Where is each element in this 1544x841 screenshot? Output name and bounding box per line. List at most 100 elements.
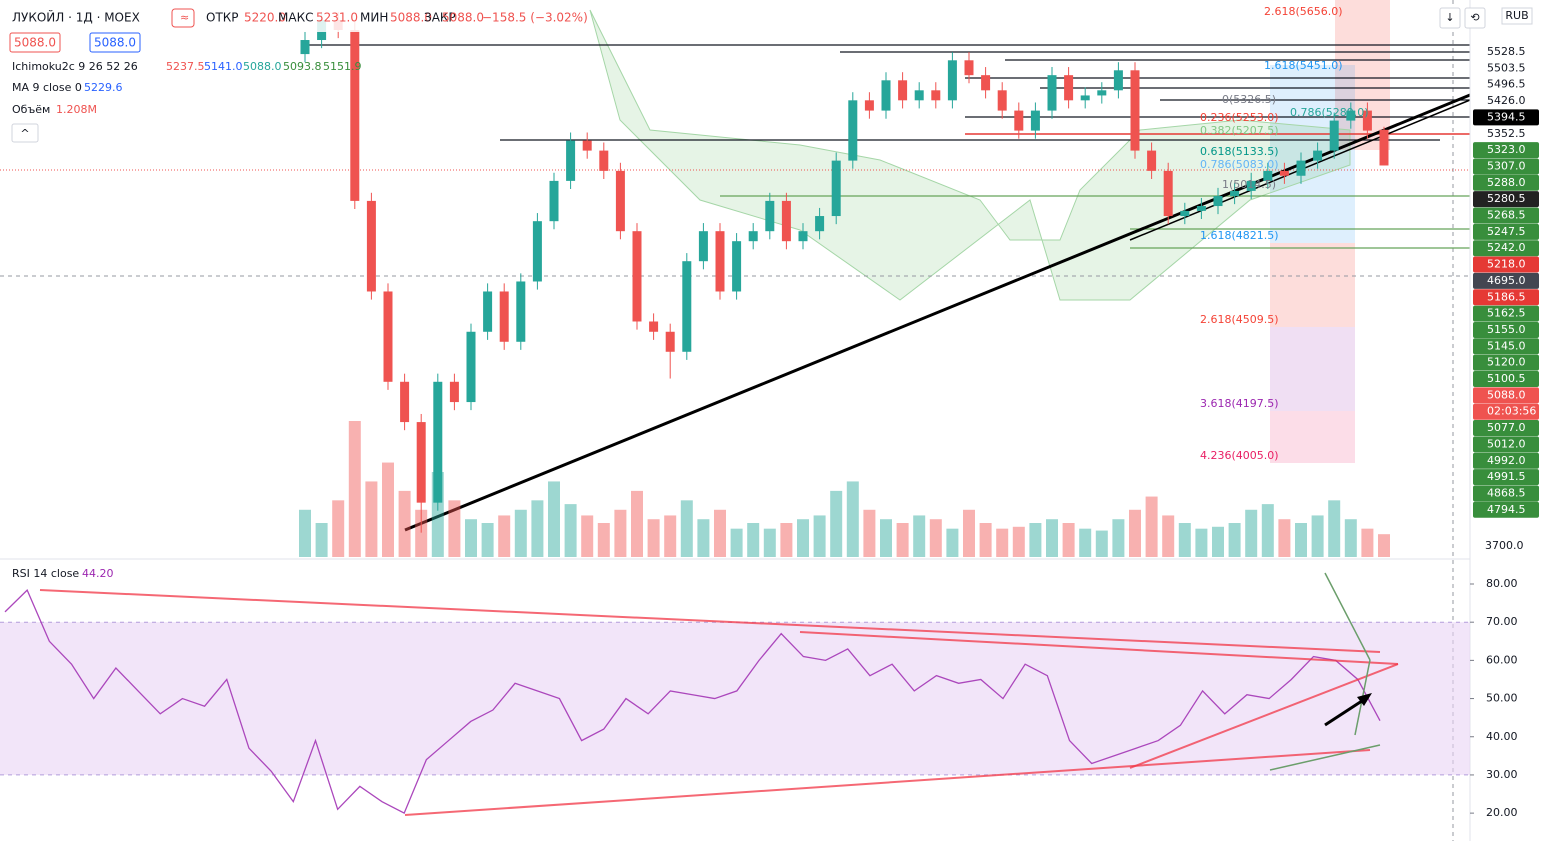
indicator-value: 5151.9 — [323, 60, 362, 73]
volume-bar — [1046, 519, 1058, 557]
reset-button[interactable] — [1464, 7, 1486, 29]
trendline — [1324, 572, 1371, 661]
indicator-name[interactable]: MA 9 close 0 — [12, 81, 82, 94]
close: 5088.0 — [442, 11, 484, 25]
volume-bar — [780, 523, 793, 557]
high-label: МАКС — [278, 11, 313, 25]
candle-body — [881, 80, 891, 111]
price-label: 5100.5 — [1487, 372, 1526, 385]
candle-body — [914, 90, 924, 101]
candle-body — [449, 381, 459, 403]
price-label: 5218.0 — [1487, 258, 1526, 271]
volume-bar — [913, 515, 926, 557]
indicator-value: 5088.0 — [243, 60, 282, 73]
price-label-bg — [1473, 76, 1539, 93]
volume-bar — [498, 515, 511, 557]
candle-body — [466, 331, 476, 403]
candle-body — [1147, 150, 1157, 171]
volume-bar — [348, 421, 361, 557]
price-label: 5503.5 — [1487, 61, 1526, 74]
candle-body — [1080, 95, 1090, 101]
y-tick-label: 60.00 — [1486, 653, 1518, 666]
price-label-bg — [1473, 256, 1539, 273]
fib-label: 2.618(5656.0) — [1264, 5, 1343, 18]
volume-bar — [714, 509, 726, 557]
volume-bar — [1245, 509, 1258, 557]
volume-bar — [332, 500, 345, 557]
candle-body — [549, 180, 559, 222]
candle-body — [1196, 206, 1206, 211]
buy-price[interactable]: 5088.0 — [94, 36, 136, 50]
volume-bar — [1145, 496, 1158, 557]
volume-bar — [465, 519, 477, 557]
candle-body — [400, 381, 410, 423]
price-label-bg — [1473, 93, 1539, 110]
indicator-name[interactable]: Объём — [12, 103, 50, 116]
fib-zone — [1270, 65, 1355, 243]
volume-bar — [846, 481, 859, 557]
candle-body — [416, 422, 426, 503]
candle-body — [1362, 110, 1372, 131]
candle-body — [632, 231, 642, 322]
collapse-button[interactable] — [11, 123, 39, 143]
indicator-name[interactable]: Ichimoku2c 9 26 52 26 — [12, 60, 138, 73]
buy-button[interactable] — [89, 32, 141, 53]
candle-body — [715, 231, 725, 292]
fib-label: 1(5014.5) — [1222, 178, 1276, 191]
low-label: МИН — [360, 11, 388, 25]
volume-bar — [1129, 509, 1141, 557]
indicator-name[interactable]: RSI 14 close — [12, 567, 79, 580]
price-label: 5307.0 — [1487, 159, 1526, 172]
arrow-head — [1357, 693, 1372, 706]
fib-zone — [1270, 411, 1355, 463]
candle-body — [815, 216, 825, 232]
candle-body — [1329, 120, 1339, 151]
rsi-band — [0, 622, 1470, 775]
scroll-icon[interactable]: ↓ — [1445, 11, 1454, 24]
volume-bar — [1295, 523, 1307, 557]
volume-bar — [697, 519, 710, 557]
candle-body — [781, 200, 791, 242]
volume-bar — [631, 490, 643, 557]
currency-box[interactable] — [1501, 7, 1533, 25]
symbol[interactable]: ЛУКОЙЛ · 1Д · MOEX — [12, 10, 140, 25]
open: 5220.0 — [244, 11, 286, 25]
candle-body — [1163, 170, 1173, 217]
price-label-bg — [1473, 223, 1539, 240]
price-label: 02:03:56 — [1487, 405, 1536, 418]
candle-body — [1064, 75, 1074, 101]
candle-body — [1279, 170, 1289, 176]
fib-label: 0.786(5289.0) — [1290, 106, 1369, 119]
fib-label: 0.786(5083.0) — [1200, 158, 1279, 171]
currency[interactable]: RUB — [1505, 9, 1528, 22]
candle-body — [433, 381, 443, 503]
y-tick-label: 40.00 — [1486, 730, 1518, 743]
collapse-icon[interactable]: ^ — [20, 127, 29, 140]
volume-bar — [1212, 526, 1224, 557]
price-label: 5268.5 — [1487, 209, 1526, 222]
sell-button[interactable] — [9, 32, 61, 53]
volume-bar — [946, 528, 959, 557]
candle-body — [499, 291, 509, 342]
price-label: 5352.5 — [1487, 127, 1526, 140]
candle-body — [599, 150, 609, 171]
scroll-button[interactable] — [1439, 7, 1461, 29]
candle-body — [1379, 129, 1389, 166]
price-label-bg — [1473, 158, 1539, 175]
candle-body — [350, 30, 360, 201]
price-label: 5077.0 — [1487, 421, 1526, 434]
reset-icon[interactable]: ⟲ — [1470, 11, 1479, 24]
price-axis: 80.00 70.00 60.00 50.00 40.00 30.00 20.00 5528.… — [1200, 5, 1539, 819]
price-label-bg — [1473, 354, 1539, 371]
fib-zone — [1270, 327, 1355, 411]
price-label: 5155.0 — [1487, 323, 1526, 336]
candle-body — [848, 100, 858, 161]
price-label-bg — [1473, 272, 1539, 289]
volume-bar — [979, 523, 992, 557]
sell-price[interactable]: 5088.0 — [14, 36, 56, 50]
volume-bar — [1029, 523, 1042, 557]
candle-body — [1113, 70, 1123, 91]
candle-body — [1296, 160, 1306, 176]
volume-bar — [1311, 515, 1324, 557]
volume-bar — [1162, 515, 1175, 557]
